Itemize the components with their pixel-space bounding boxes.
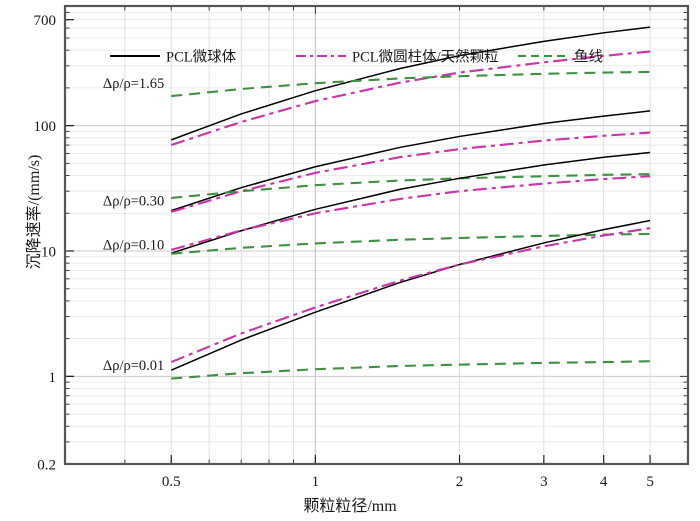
series-line [170, 110, 651, 212]
legend: PCL微球体 PCL微圆柱体/天然颗粒 鱼线 [110, 48, 603, 66]
y-tick-label: 1 [49, 370, 57, 386]
y-tick-label: 0.2 [37, 458, 56, 474]
series-line [170, 227, 651, 364]
annotation-label: Δρ/ρ=0.10 [103, 237, 164, 253]
x-tick-label: 3 [540, 474, 548, 490]
series-line [171, 360, 651, 380]
x-axis-label: 颗粒粒径/mm [303, 498, 397, 515]
x-tick-label: 2 [456, 474, 464, 490]
x-tick-label: 0.5 [162, 474, 181, 490]
legend-label: PCL微球体 [166, 49, 237, 66]
tick-labels: 0.2 1 10 100 700 0.5 1 2 3 4 5 [34, 13, 654, 490]
data-series [170, 26, 651, 380]
series-line [170, 175, 651, 251]
y-tick-label: 10 [41, 245, 56, 261]
x-tick-label: 1 [312, 474, 320, 490]
series-line [170, 50, 651, 147]
annotation-label: Δρ/ρ=1.65 [103, 76, 164, 92]
series-line [170, 26, 651, 141]
series-line [171, 70, 651, 98]
y-tick-label: 100 [34, 119, 57, 135]
series-line [171, 232, 651, 255]
y-axis-label: 沉降速率/(mm/s) [26, 154, 43, 270]
y-tick-label: 700 [34, 13, 57, 29]
legend-label: 鱼线 [574, 48, 603, 66]
x-tick-label: 4 [600, 474, 608, 490]
legend-label: PCL微圆柱体/天然颗粒 [352, 49, 499, 66]
series-line [171, 173, 651, 199]
x-tick-label: 5 [646, 474, 654, 490]
plot-background [65, 6, 688, 464]
annotation-label: Δρ/ρ=0.30 [103, 194, 164, 210]
annotations: Δρ/ρ=1.65 Δρ/ρ=0.30 Δρ/ρ=0.10 Δρ/ρ=0.01 [103, 76, 164, 374]
plot-frame [63, 4, 690, 466]
series-line [170, 131, 651, 213]
annotation-label: Δρ/ρ=0.01 [103, 358, 164, 374]
